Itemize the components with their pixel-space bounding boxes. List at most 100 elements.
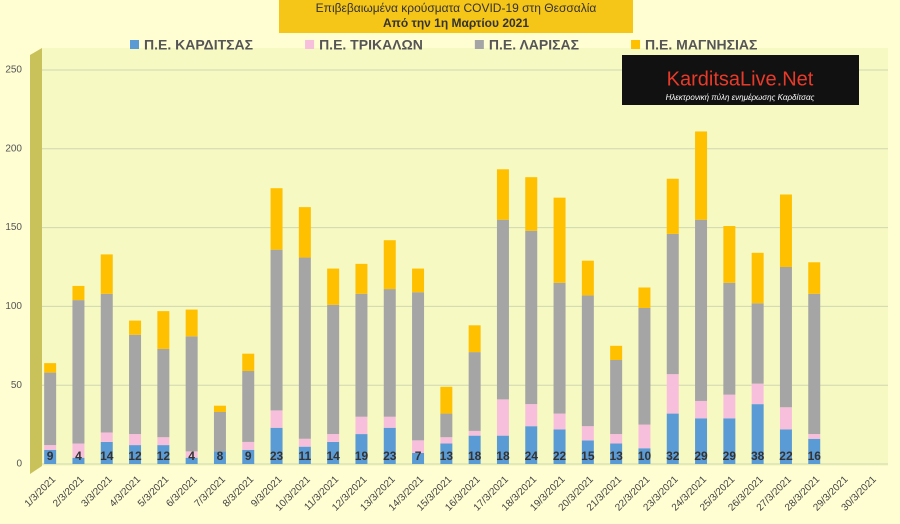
- bar-segment: [666, 178, 679, 234]
- bar-segment: [327, 434, 340, 442]
- bar-segment: [751, 404, 764, 464]
- bar-segment: [779, 429, 792, 464]
- bar-segment: [610, 345, 623, 360]
- legend-swatch: [305, 40, 315, 49]
- data-label: 9: [47, 449, 54, 463]
- bar-segment: [383, 240, 396, 290]
- bar-segment: [610, 443, 623, 464]
- bar-segment: [157, 348, 170, 438]
- bar-segment: [270, 249, 283, 411]
- bar-segment: [440, 443, 453, 464]
- bar-segment: [242, 449, 255, 464]
- legend-label: Π.Ε. ΜΑΓΝΗΣΙΑΣ: [645, 37, 757, 53]
- bar-segment: [638, 448, 651, 464]
- bar-segment: [213, 405, 226, 412]
- bar-segment: [270, 410, 283, 428]
- bar-segment: [298, 438, 311, 447]
- data-label: 22: [553, 449, 567, 463]
- bar-segment: [355, 293, 368, 417]
- data-label: 13: [609, 449, 623, 463]
- bar-segment: [553, 197, 566, 283]
- bar-segment: [383, 289, 396, 417]
- bar-segment: [808, 262, 821, 294]
- bar-segment: [72, 300, 85, 444]
- bar-segment: [298, 207, 311, 258]
- bar-segment: [100, 293, 113, 433]
- bar-segment: [72, 457, 85, 464]
- logo-tagline: Ηλεκτρονική πύλη ενημέρωσης Καρδίτσας: [666, 93, 815, 102]
- bar-segment: [185, 309, 198, 337]
- y-tick-label: 100: [5, 301, 22, 312]
- bar-segment: [100, 432, 113, 442]
- bar-segment: [553, 429, 566, 464]
- data-label: 8: [217, 449, 224, 463]
- bar-segment: [327, 441, 340, 464]
- bar-segment: [327, 304, 340, 435]
- bar-segment: [808, 438, 821, 464]
- bar-segment: [383, 427, 396, 464]
- bar-segment: [581, 426, 594, 441]
- y-tick-label: 150: [5, 222, 22, 233]
- data-label: 22: [779, 449, 793, 463]
- bar-segment: [638, 287, 651, 308]
- data-label: 14: [326, 449, 340, 463]
- bar-segment: [581, 295, 594, 427]
- bar-segment: [695, 418, 708, 464]
- bar-segment: [298, 446, 311, 464]
- bar-segment: [468, 352, 481, 431]
- data-label: 4: [75, 449, 82, 463]
- data-label: 32: [666, 449, 680, 463]
- bar-segment: [129, 434, 142, 446]
- data-label: 4: [188, 449, 195, 463]
- legend-label: Π.Ε. ΛΑΡΙΣΑΣ: [489, 37, 579, 53]
- bar-segment: [525, 426, 538, 464]
- wall-edge: [30, 48, 42, 474]
- bar-segment: [440, 386, 453, 414]
- bar-segment: [213, 411, 226, 452]
- logo-name: KarditsaLive.Net: [667, 68, 814, 90]
- bar-segment: [808, 293, 821, 435]
- bar-segment: [412, 268, 425, 293]
- bar-segment: [157, 437, 170, 446]
- bar-segment: [610, 359, 623, 435]
- bar-segment: [213, 451, 226, 464]
- data-label: 14: [100, 449, 114, 463]
- bar-segment: [242, 353, 255, 372]
- data-label: 38: [751, 449, 765, 463]
- bar-segment: [468, 325, 481, 353]
- data-label: 9: [245, 449, 252, 463]
- data-label: 19: [355, 449, 369, 463]
- bar-segment: [695, 400, 708, 419]
- bar-segment: [779, 194, 792, 267]
- bar-segment: [638, 307, 651, 425]
- bar-segment: [779, 267, 792, 408]
- data-label: 18: [468, 449, 482, 463]
- bar-segment: [751, 303, 764, 384]
- bar-segment: [72, 443, 85, 458]
- chart-subtitle: Από την 1η Μαρτίου 2021: [383, 16, 529, 30]
- legend-swatch: [631, 40, 641, 49]
- bar-segment: [185, 451, 198, 458]
- bar-segment: [468, 430, 481, 436]
- bar-segment: [666, 233, 679, 375]
- bar-segment: [355, 263, 368, 294]
- bar-segment: [525, 230, 538, 405]
- bar-segment: [44, 372, 57, 446]
- chart-title: Επιβεβαιωμένα κρούσματα COVID-19 στη Θεσ…: [316, 1, 597, 15]
- bar-segment: [242, 371, 255, 442]
- bar-segment: [100, 254, 113, 294]
- y-tick-label: 200: [5, 143, 22, 154]
- bar-segment: [496, 399, 509, 436]
- bar-segment: [355, 434, 368, 464]
- bar-segment: [355, 416, 368, 435]
- bar-segment: [638, 424, 651, 449]
- bar-segment: [412, 452, 425, 464]
- y-tick-label: 50: [11, 380, 23, 391]
- bar-segment: [157, 311, 170, 349]
- bar-segment: [157, 445, 170, 464]
- data-label: 7: [415, 449, 422, 463]
- y-tick-label: 0: [16, 459, 22, 470]
- bar-segment: [666, 374, 679, 414]
- bar-segment: [525, 404, 538, 427]
